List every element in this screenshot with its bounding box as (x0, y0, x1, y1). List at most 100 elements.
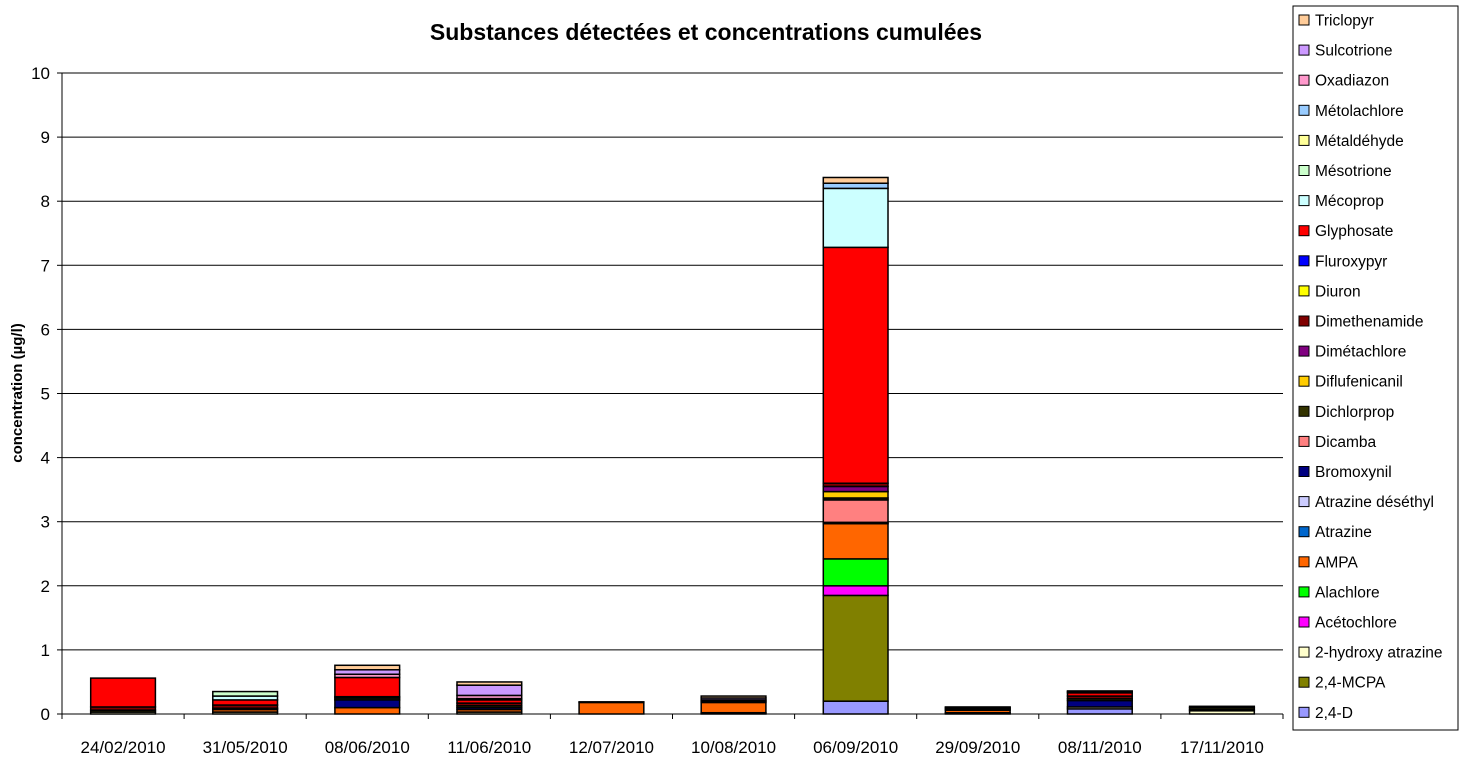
bar-segment (334, 664, 401, 671)
bar-segment (1066, 690, 1133, 693)
x-tick-label: 29/09/2010 (935, 738, 1020, 757)
bar-segment (822, 182, 889, 190)
bar-segment (456, 684, 523, 697)
y-tick-label: 1 (41, 641, 50, 660)
legend-label: 2,4-MCPA (1315, 675, 1386, 692)
bar-segment (822, 187, 889, 249)
bar-segment (944, 706, 1011, 709)
legend-swatch (1298, 44, 1310, 56)
legend-label: Glyphosate (1315, 223, 1393, 240)
legend-label: Diuron (1315, 283, 1361, 300)
x-tick-label: 06/09/2010 (813, 738, 898, 757)
legend-label: 2,4-D (1315, 705, 1353, 722)
legend-label: 2-hydroxy atrazine (1315, 645, 1443, 662)
legend-label: AMPA (1315, 554, 1358, 571)
legend-swatch (1298, 315, 1310, 327)
legend-label: Atrazine (1315, 524, 1372, 541)
x-tick-label: 08/06/2010 (325, 738, 410, 757)
bar-segment (456, 681, 523, 686)
legend-swatch (1298, 255, 1310, 267)
legend-label: Alachlore (1315, 584, 1380, 601)
legend-label: Dichlorprop (1315, 404, 1394, 421)
y-tick-label: 8 (41, 192, 50, 211)
legend-swatch (1298, 676, 1310, 688)
bar-segment (822, 700, 889, 715)
x-tick-label: 24/02/2010 (81, 738, 166, 757)
legend-swatch (1298, 466, 1310, 477)
legend-swatch (1298, 616, 1310, 628)
y-tick-label: 10 (31, 64, 50, 83)
legend-label: Dimétachlore (1315, 344, 1406, 361)
legend-label: Métolachlore (1315, 103, 1404, 120)
legend-swatch (1298, 435, 1310, 447)
y-axis-label: concentration (µg/l) (9, 323, 26, 462)
x-tick-label: 10/08/2010 (691, 738, 776, 757)
legend-label: Dimethenamide (1315, 314, 1424, 331)
legend-swatch (1298, 14, 1310, 26)
y-tick-label: 3 (41, 513, 50, 532)
bar-segment (700, 701, 767, 714)
legend-swatch (1298, 104, 1310, 116)
legend-label: Sulcotrione (1315, 43, 1393, 60)
legend-box (1292, 5, 1459, 731)
x-tick-label: 08/11/2010 (1058, 738, 1142, 757)
legend-swatch (1298, 405, 1310, 417)
legend-swatch (1298, 345, 1310, 357)
bar-segment (212, 699, 279, 706)
legend-label: Mésotrione (1315, 163, 1392, 180)
chart-title: Substances détectées et concentrations c… (430, 19, 982, 45)
x-tick-label: 31/05/2010 (203, 738, 288, 757)
legend-label: Diflufenicanil (1315, 374, 1403, 391)
y-tick-label: 2 (41, 577, 50, 596)
y-tick-labels: 0 1 2 3 4 5 6 7 8 9 10 (31, 64, 50, 724)
legend-label: Oxadiazon (1315, 73, 1389, 90)
y-tick-label: 5 (41, 385, 50, 404)
y-tick-label: 0 (41, 705, 50, 724)
legend-swatch (1298, 706, 1310, 718)
legend-swatch (1298, 496, 1310, 508)
bar-segment (334, 706, 401, 715)
x-tick-label: 17/11/2010 (1180, 738, 1264, 757)
legend-label: Bromoxynil (1315, 464, 1392, 481)
legend-swatch (1298, 556, 1310, 568)
bar-segment (822, 558, 889, 587)
bar-segment (822, 485, 889, 493)
legend-swatch (1298, 134, 1310, 146)
y-tick-label: 6 (41, 320, 50, 339)
bars (89, 176, 1256, 715)
legend-swatch (1298, 225, 1310, 237)
gridlines (57, 72, 1283, 715)
y-tick-label: 7 (41, 256, 50, 275)
legend-label: Acétochlore (1315, 615, 1397, 632)
legend-swatch (1298, 285, 1310, 297)
bar-segment (212, 690, 279, 697)
x-tick-labels: 24/02/2010 31/05/2010 08/06/2010 11/06/2010… (81, 738, 1264, 757)
legend: Triclopyr Sulcotrione Oxadiazon Métolachlor… (1292, 5, 1459, 731)
bar-segment (334, 676, 401, 698)
bar-segment (822, 594, 889, 702)
bar-segment (700, 695, 767, 699)
bar-segment (822, 585, 889, 597)
legend-swatch (1298, 375, 1310, 387)
bar-segment (822, 176, 889, 185)
bar-segment (1066, 708, 1133, 715)
legend-swatch (1298, 165, 1310, 176)
legend-swatch (1298, 74, 1310, 86)
legend-label: Métaldéhyde (1315, 133, 1404, 150)
legend-label: Atrazine déséthyl (1315, 494, 1434, 511)
x-tick-label: 12/07/2010 (569, 738, 654, 757)
y-tick-label: 9 (41, 128, 50, 147)
legend-swatch (1298, 195, 1310, 207)
legend-label: Mécoprop (1315, 193, 1384, 210)
legend-swatch (1298, 646, 1310, 658)
bar-segment (578, 701, 645, 704)
bar-segment (822, 490, 889, 499)
axes (61, 73, 1284, 719)
bar-segment (822, 499, 889, 524)
legend-swatch (1298, 526, 1310, 538)
legend-swatch (1298, 586, 1310, 598)
bar-segment (578, 701, 645, 715)
bar-segment (822, 522, 889, 560)
bar-segment (1066, 699, 1133, 708)
